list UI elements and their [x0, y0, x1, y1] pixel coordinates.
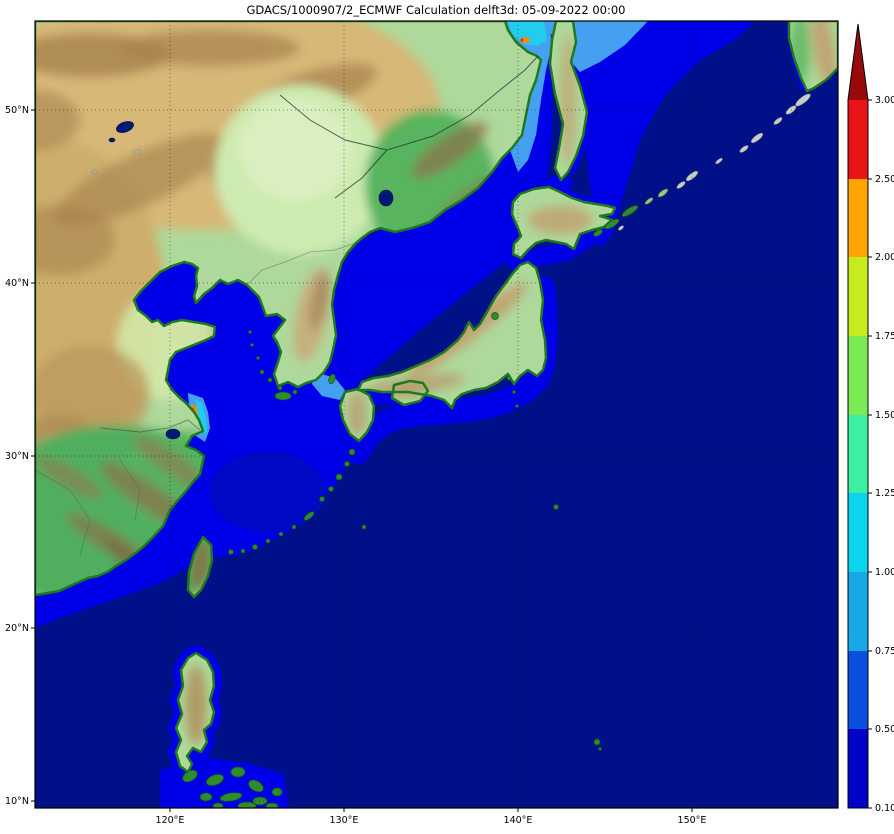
x-tick-label: 140°E	[504, 815, 533, 826]
axis-tick-marks	[31, 109, 693, 812]
colorbar-tick-label: 3.00	[875, 95, 894, 106]
salt-lake-rings	[91, 149, 142, 175]
jiangsu-cyan-sliver	[196, 400, 207, 434]
colorbar-tick-label: 2.50	[875, 174, 894, 185]
colorbar-segment	[848, 415, 868, 493]
x-tick-label: 130°E	[330, 815, 359, 826]
y-tick-label: 40°N	[5, 278, 29, 289]
y-tick-label: 20°N	[5, 623, 29, 634]
colorbar-segment	[848, 729, 868, 808]
colorbar-labels: 3.00 2.50 2.00 1.75 1.50 1.25 1.00 0.75 …	[875, 95, 894, 814]
rivers	[99, 55, 539, 433]
colorbar-overflow-arrow	[848, 24, 868, 100]
colorbar: 3.00 2.50 2.00 1.75 1.50 1.25 1.00 0.75 …	[847, 23, 894, 814]
y-axis-labels: 50°N 40°N 30°N 20°N 10°N	[5, 105, 29, 807]
eastchina-dark-blob	[210, 452, 326, 532]
small-islands	[182, 188, 669, 808]
colorbar-tick-label: 2.00	[875, 252, 894, 263]
colorbar-tick-label: 0.50	[875, 724, 894, 735]
figure-title: GDACS/1000907/2_ECMWF Calculation delft3…	[247, 3, 626, 17]
colorbar-segment	[848, 572, 868, 651]
lakes	[108, 121, 394, 440]
colorbar-tick-label: 1.00	[875, 567, 894, 578]
y-tick-label: 30°N	[5, 451, 29, 462]
colorbar-segment	[848, 493, 868, 572]
x-tick-label: 120°E	[156, 815, 185, 826]
amur-cyan-patch	[508, 21, 547, 46]
colorbar-tick-marks	[868, 99, 872, 809]
colorbar-tick-label: 1.75	[875, 331, 894, 342]
colorbar-segment	[848, 257, 868, 336]
map-plot-area	[35, 21, 838, 808]
y-tick-label: 10°N	[5, 796, 29, 807]
colorbar-outline	[847, 23, 869, 809]
colorbar-tick-label: 1.25	[875, 488, 894, 499]
visayas-shelf	[160, 757, 289, 808]
plot-frame	[34, 20, 839, 809]
x-axis-labels: 120°E 130°E 140°E 150°E	[156, 815, 707, 826]
colorbar-segment	[848, 179, 868, 257]
colorbar-segment	[848, 100, 868, 179]
colorbar-tick-label: 0.10	[875, 803, 894, 814]
y-tick-label: 50°N	[5, 105, 29, 116]
colorbar-tick-label: 0.75	[875, 646, 894, 657]
admin-borders	[35, 242, 357, 556]
amur-red-spot	[520, 38, 524, 42]
colorbar-segment	[848, 336, 868, 415]
sea-of-japan	[330, 45, 552, 395]
colorbar-segment	[848, 651, 868, 729]
colorbar-tick-label: 1.50	[875, 410, 894, 421]
x-tick-label: 150°E	[678, 815, 707, 826]
kuril-islands	[618, 93, 811, 231]
